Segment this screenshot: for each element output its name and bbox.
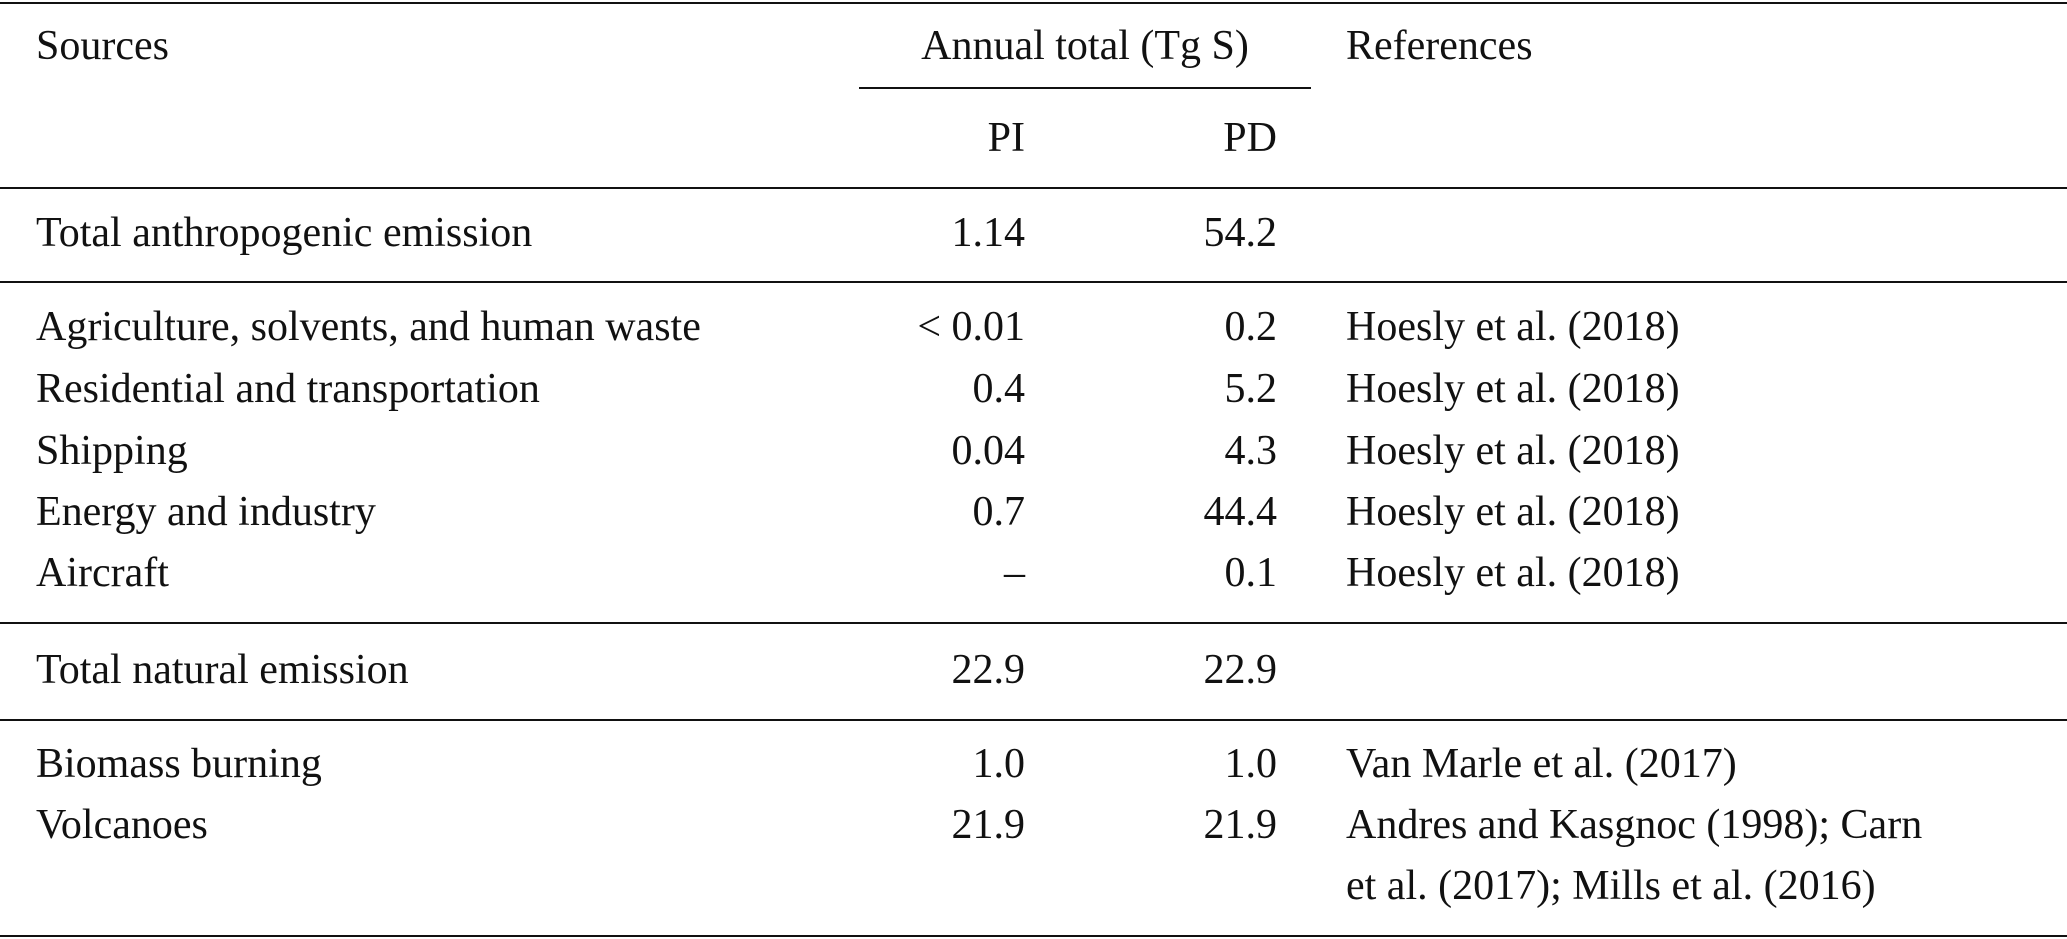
header-annual-total: Annual total (Tg S) <box>921 23 1249 69</box>
row-pi: 1.14 <box>951 210 1026 256</box>
row-pi: 22.9 <box>951 647 1026 693</box>
row-pi: 21.9 <box>951 802 1026 848</box>
top-rule <box>0 2 2067 4</box>
row-pd: 5.2 <box>1224 366 1278 412</box>
bottom-rule <box>0 935 2067 937</box>
section-rule <box>0 622 2067 624</box>
header-subrule <box>859 87 1311 89</box>
row-ref: Hoesly et al. (2018) <box>1346 304 1680 350</box>
row-ref: Van Marle et al. (2017) <box>1346 741 1737 787</box>
row-pd: 22.9 <box>1203 647 1278 693</box>
row-pd: 44.4 <box>1203 489 1278 535</box>
section-rule <box>0 719 2067 721</box>
row-source: Total anthropogenic emission <box>36 210 533 256</box>
row-pd: 4.3 <box>1224 428 1278 474</box>
row-source: Total natural emission <box>36 647 409 693</box>
row-source: Residential and transportation <box>36 366 540 412</box>
row-pd: 0.1 <box>1224 550 1278 596</box>
row-pd: 21.9 <box>1203 802 1278 848</box>
row-pi: 0.7 <box>972 489 1026 535</box>
row-ref: Hoesly et al. (2018) <box>1346 489 1680 535</box>
row-pi: 0.04 <box>951 428 1026 474</box>
row-source: Volcanoes <box>36 802 208 848</box>
row-ref: Andres and Kasgnoc (1998); Carn <box>1346 802 1923 848</box>
section-rule <box>0 281 2067 283</box>
row-source: Agriculture, solvents, and human waste <box>36 304 701 350</box>
row-pd: 1.0 <box>1224 741 1278 787</box>
row-ref: Hoesly et al. (2018) <box>1346 550 1680 596</box>
row-pi: < 0.01 <box>917 304 1025 350</box>
header-pi: PI <box>987 115 1025 161</box>
row-pi: 1.0 <box>972 741 1026 787</box>
row-source: Shipping <box>36 428 188 474</box>
row-ref-continued: et al. (2017); Mills et al. (2016) <box>1346 863 1876 909</box>
header-rule <box>0 187 2067 189</box>
row-ref: Hoesly et al. (2018) <box>1346 366 1680 412</box>
row-pi: 0.4 <box>972 366 1026 412</box>
row-source: Energy and industry <box>36 489 376 535</box>
row-source: Biomass burning <box>36 741 322 787</box>
row-pd: 54.2 <box>1203 210 1278 256</box>
row-pi: – <box>1004 550 1025 596</box>
header-pd: PD <box>1223 115 1277 161</box>
header-sources: Sources <box>36 23 169 69</box>
row-source: Aircraft <box>36 550 169 596</box>
header-references: References <box>1346 23 1533 69</box>
row-pd: 0.2 <box>1224 304 1278 350</box>
row-ref: Hoesly et al. (2018) <box>1346 428 1680 474</box>
